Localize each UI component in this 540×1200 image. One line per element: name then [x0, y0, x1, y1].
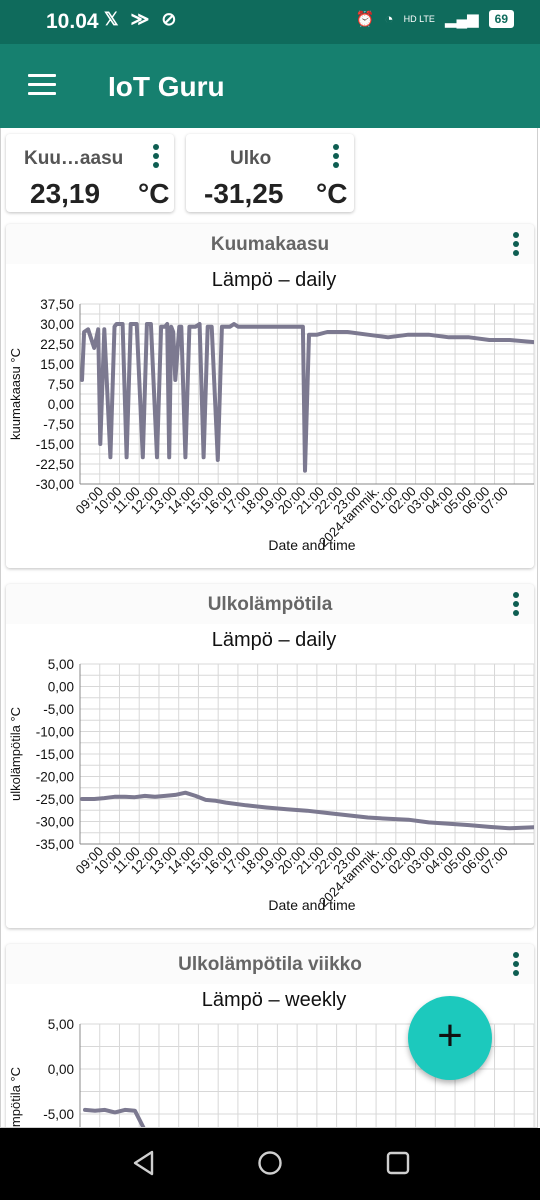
y-tick-label: -5,00 [43, 702, 74, 717]
status-bar: 10.04 𝕏 ≫ ⊘ ⏰ ◔ HD LTE ▂▄▆ 69 [0, 0, 540, 44]
y-tick-label: -10,00 [36, 725, 74, 740]
tile-value: -31,25 [204, 178, 284, 209]
series-line [80, 322, 534, 473]
series-line [80, 790, 534, 831]
card-header: Kuumakaasu [6, 224, 534, 264]
y-tick-label: 15,00 [40, 357, 74, 372]
series-line [83, 1107, 146, 1128]
dashboard-content[interactable]: Kuu…aasu 23,19 °C Ulko -31,25 °C Kuumaka… [0, 128, 540, 1128]
x-axis-label: Date and time [268, 537, 355, 553]
y-tick-label: 0,00 [48, 397, 74, 412]
recents-button[interactable] [386, 1150, 410, 1176]
y-tick-label: -30,00 [36, 815, 74, 830]
chart-svg: Lämpö – daily 5,00 0,00 -5,00 -10,00 -15,00 -2… [6, 624, 534, 928]
chart-title: Lämpö – daily [212, 629, 337, 651]
chart-title: Lämpö – daily [212, 269, 337, 291]
add-button[interactable]: + [408, 996, 492, 1080]
y-axis-label: kuumakaasu °C [8, 348, 23, 440]
tile-more-icon[interactable] [332, 144, 340, 171]
card-header: Ulkolämpötila viikko [6, 944, 534, 984]
y-tick-label: -35,00 [36, 837, 74, 852]
card-title: Ulkolämpötila viikko [178, 954, 362, 975]
signal-icon: ▂▄▆ [444, 11, 479, 28]
chart-card-ulkolampotila: Ulkolämpötila Lämpö – daily 5,00 0,00 -5,00… [6, 584, 534, 928]
system-nav-bar [0, 1128, 540, 1200]
y-tick-label: -15,00 [36, 437, 74, 452]
y-tick-label: 30,00 [40, 317, 74, 332]
chart-svg: Lämpö – daily 37,50 30,00 22,50 15,00 7,50 0,0… [6, 264, 534, 568]
back-button[interactable] [132, 1150, 156, 1176]
x-app-icon: 𝕏 [104, 9, 119, 29]
y-tick-label: -22,50 [36, 457, 74, 472]
network-label: HD LTE [403, 14, 435, 24]
y-tick-label: -20,00 [36, 770, 74, 785]
tile-name: Kuu…aasu [24, 148, 124, 169]
sensor-tile-ulko[interactable]: Ulko -31,25 °C [186, 134, 354, 212]
chart-card-kuumakaasu: Kuumakaasu Lämpö – daily 37,50 30,00 22,50 1… [6, 224, 534, 568]
home-button[interactable] [257, 1150, 283, 1176]
chart-kuumakaasu: Lämpö – daily 37,50 30,00 22,50 15,00 7,50 0,0… [6, 264, 534, 568]
menu-icon[interactable] [28, 74, 56, 96]
status-time: 10.04 [46, 10, 99, 33]
app-title: IoT Guru [108, 71, 225, 102]
sensor-tile-kuumakaasu[interactable]: Kuu…aasu 23,19 °C [6, 134, 174, 212]
tile-name: Ulko [230, 148, 272, 169]
y-tick-label: 22,50 [40, 337, 74, 352]
y-tick-label: 0,00 [48, 680, 74, 695]
chart-background [6, 264, 534, 568]
shield-app-icon: ⊘ [161, 9, 177, 29]
x-axis-label: Date and time [268, 897, 355, 913]
notification-icons: 𝕏 ≫ ⊘ [104, 9, 176, 30]
y-tick-label: -15,00 [36, 747, 74, 762]
y-tick-label: 5,00 [48, 657, 74, 672]
y-tick-label: -30,00 [36, 477, 74, 492]
card-more-icon[interactable] [512, 232, 520, 259]
card-more-icon[interactable] [512, 592, 520, 619]
y-tick-label: 7,50 [48, 377, 74, 392]
app-bar: IoT Guru [0, 44, 540, 128]
wifi-icon: ◔ [384, 10, 394, 28]
y-tick-label: -5,00 [43, 1107, 74, 1122]
tile-unit: °C [316, 178, 348, 209]
alarm-icon: ⏰ [355, 11, 375, 28]
plus-icon: + [437, 1011, 463, 1060]
y-tick-label: 5,00 [48, 1017, 74, 1032]
card-title: Ulkolämpötila [207, 594, 333, 615]
y-tick-label: 0,00 [48, 1062, 74, 1077]
chart-ulkolampotila: Lämpö – daily 5,00 0,00 -5,00 -10,00 -15,00 -2… [6, 624, 534, 928]
card-more-icon[interactable] [512, 952, 520, 979]
card-title: Kuumakaasu [210, 234, 330, 255]
y-tick-label: 37,50 [40, 297, 74, 312]
y-axis-label: ulkolämpötila °C [8, 1067, 23, 1128]
system-icons: ⏰ ◔ HD LTE ▂▄▆ 69 [356, 10, 514, 28]
app-notification-icon: ≫ [130, 9, 150, 29]
battery-icon: 69 [488, 10, 514, 28]
chart-title: Lämpö – weekly [202, 989, 347, 1011]
card-header: Ulkolämpötila [6, 584, 534, 624]
tile-unit: °C [138, 178, 170, 209]
tile-value: 23,19 [30, 178, 101, 209]
y-tick-label: -25,00 [36, 792, 74, 807]
y-axis-label: ulkolämpötila °C [8, 707, 23, 801]
y-tick-label: -7,50 [43, 417, 74, 432]
tile-more-icon[interactable] [152, 144, 160, 171]
